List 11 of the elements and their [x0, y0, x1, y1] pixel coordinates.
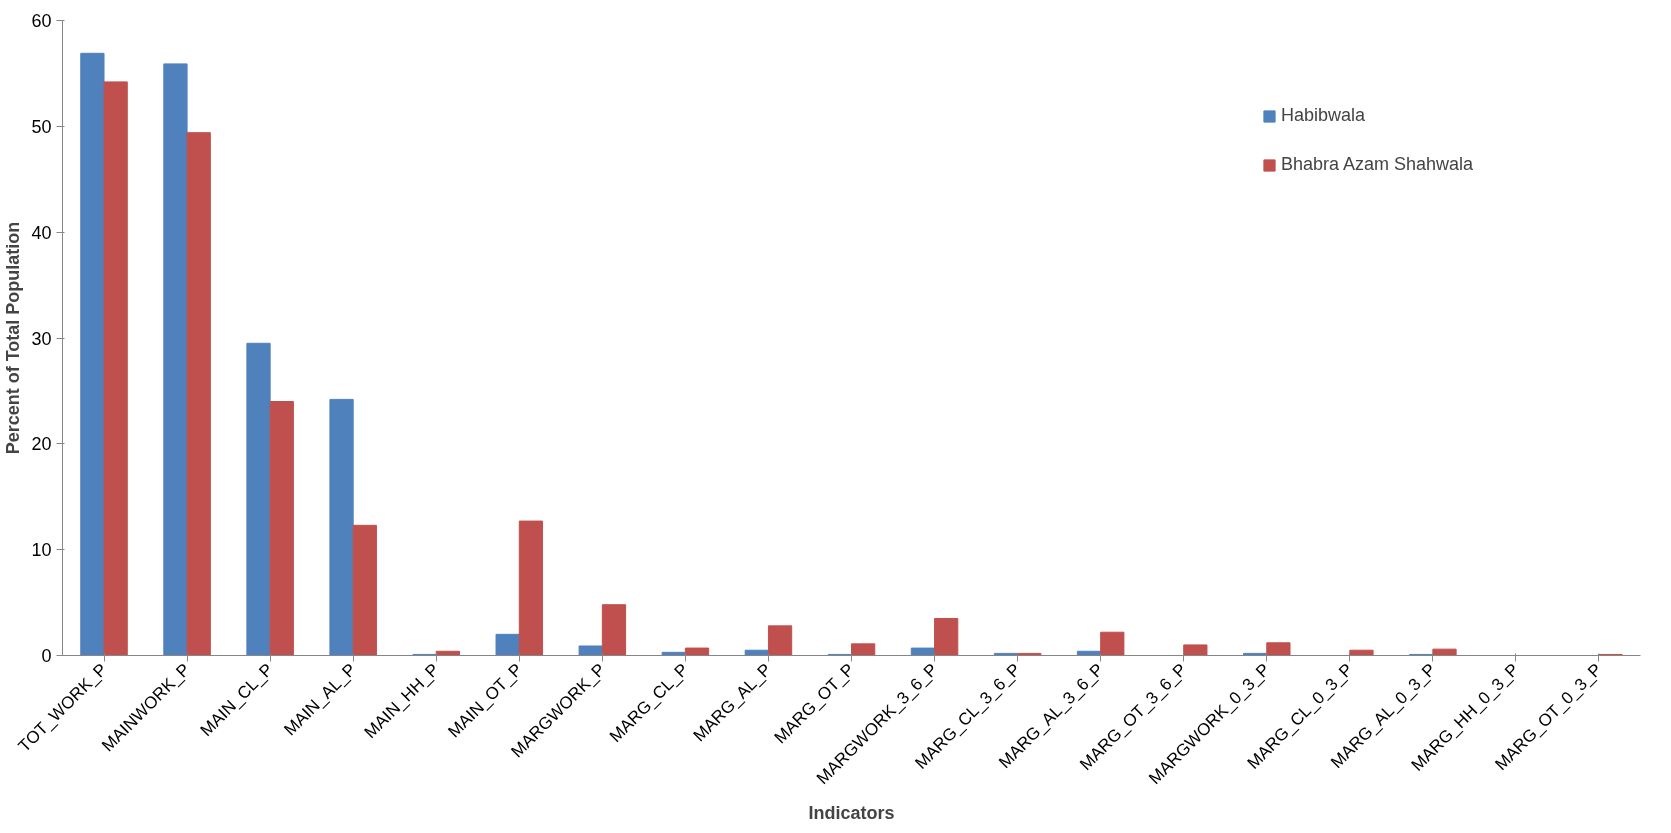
- legend-label: Habibwala: [1281, 105, 1366, 126]
- y-tick-label: 50: [31, 116, 52, 137]
- x-axis-title: Indicators: [808, 802, 895, 823]
- legend-label: Bhabra Azam Shahwala: [1281, 154, 1474, 175]
- y-tick-label: 10: [31, 540, 52, 561]
- y-tick-label: 30: [31, 328, 52, 349]
- y-tick-label: 60: [31, 11, 52, 31]
- y-tick-label: 40: [31, 222, 52, 243]
- y-tick-label: 0: [41, 646, 52, 666]
- y-tick-label: 20: [31, 434, 52, 455]
- y-axis-title: Percent of Total Population: [3, 221, 24, 455]
